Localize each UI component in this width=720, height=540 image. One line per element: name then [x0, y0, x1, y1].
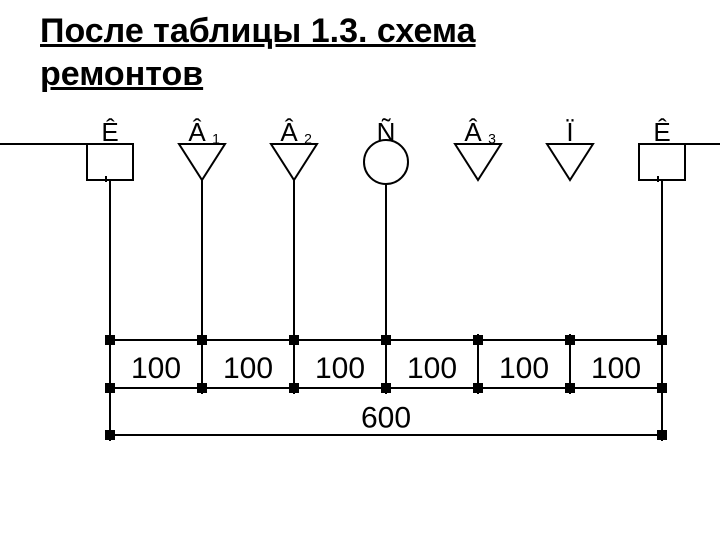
svg-text:100: 100	[591, 352, 641, 385]
title-line-1: После таблицы 1.3. схема	[40, 12, 476, 50]
svg-text:Â: Â	[280, 117, 298, 147]
svg-text:Ñ: Ñ	[377, 117, 396, 147]
svg-text:Ê: Ê	[653, 117, 670, 147]
svg-text:100: 100	[131, 352, 181, 385]
svg-text:600: 600	[361, 401, 411, 434]
repair-scheme-diagram: ÊÂ1Â2ÑÂ3ÏÊ100100100100100100600	[0, 110, 720, 540]
svg-text:Ï: Ï	[566, 117, 574, 147]
svg-text:Â: Â	[188, 117, 206, 147]
svg-text:Â: Â	[464, 117, 482, 147]
svg-text:100: 100	[407, 352, 457, 385]
svg-text:100: 100	[315, 352, 365, 385]
page-title: После таблицы 1.3. схема ремонтов	[40, 10, 476, 95]
title-line-2: ремонтов	[40, 55, 203, 93]
svg-text:100: 100	[499, 352, 549, 385]
svg-text:Ê: Ê	[101, 117, 118, 147]
svg-text:100: 100	[223, 352, 273, 385]
